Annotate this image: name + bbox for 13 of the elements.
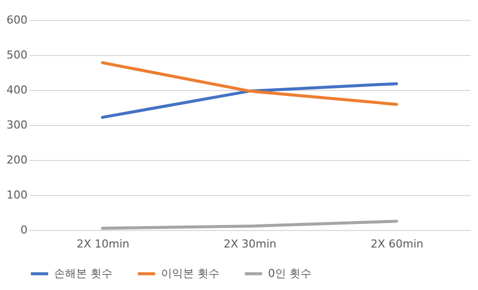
y-tick-label: 200 [6, 154, 28, 166]
x-tick-label: 2X 60min [370, 238, 424, 250]
y-tick-label: 0 [20, 224, 28, 236]
y-tick-label: 100 [6, 188, 28, 202]
legend-label: 이익본 횟수 [161, 266, 220, 280]
x-tick-label: 2X 10min [76, 238, 130, 250]
legend-label: 0인 횟수 [268, 266, 312, 280]
y-tick-label: 600 [6, 14, 28, 26]
y-tick-label: 300 [6, 118, 28, 132]
legend-label: 손해본 횟수 [54, 266, 112, 280]
y-tick-label: 400 [6, 84, 28, 96]
x-tick-label: 2X 30min [224, 238, 276, 250]
y-tick-label: 500 [6, 48, 28, 62]
